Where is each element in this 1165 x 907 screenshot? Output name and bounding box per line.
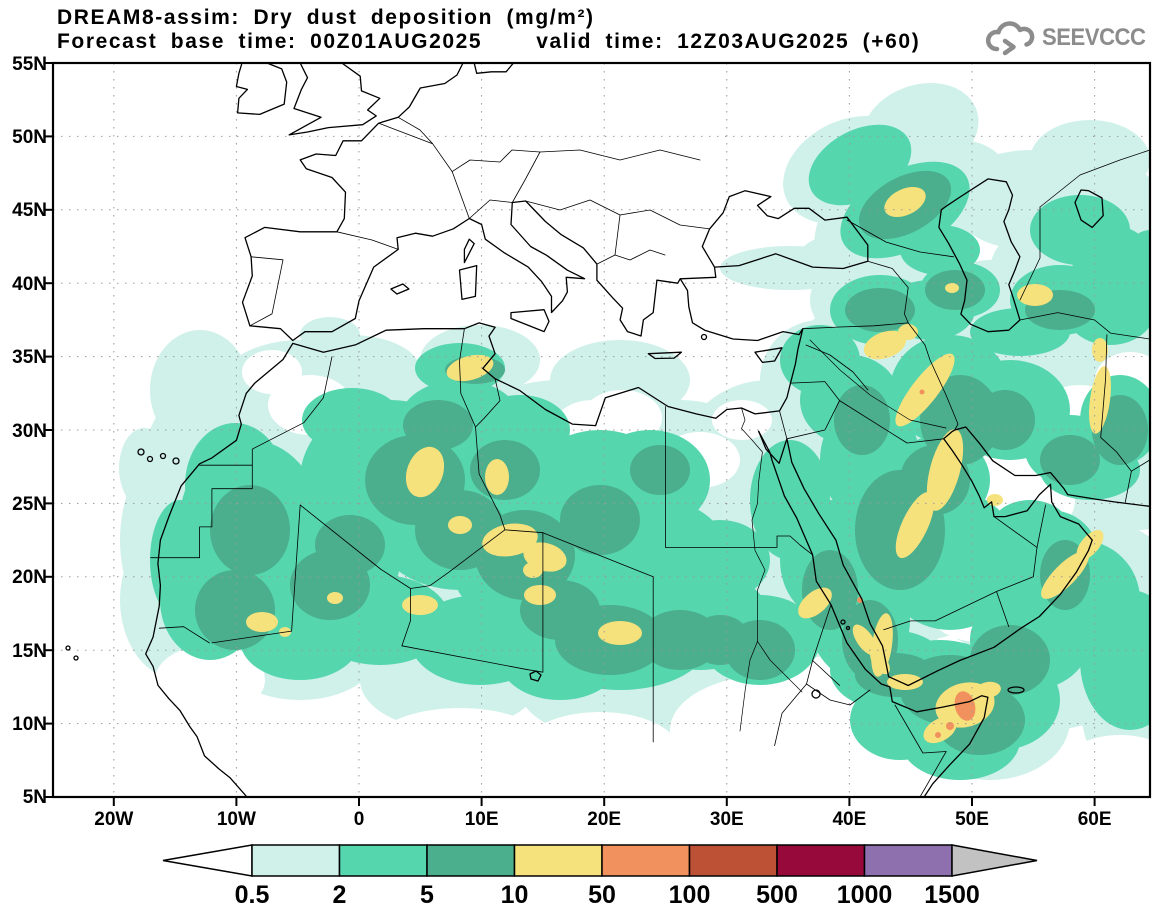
lat-tick-label: 5N [23, 787, 47, 808]
forecast-base-time: Forecast base time: 00Z01AUG2025 [57, 30, 483, 54]
legend-value: 1000 [837, 881, 893, 907]
rivers [739, 339, 947, 732]
lon-tick-label: 10E [465, 809, 499, 830]
lon-tick-label: 30E [710, 809, 744, 830]
logo-text: SEEVCCC [1042, 24, 1146, 51]
header: DREAM8-assim: Dry dust deposition (mg/m²… [57, 6, 920, 54]
lon-tick-label: 60E [1078, 809, 1112, 830]
cloud-icon [986, 21, 1035, 56]
chevron-right-icon [1003, 38, 1017, 56]
legend-above-arrow [951, 844, 1038, 877]
lat-tick-label: 35N [12, 347, 47, 368]
lat-tick-label: 10N [12, 714, 47, 735]
legend-value: 0.5 [235, 881, 270, 907]
lon-tick-label: 50E [955, 809, 989, 830]
lon-tick-label: 20W [94, 809, 133, 830]
legend-swatch [688, 844, 778, 877]
lat-tick-label: 15N [12, 641, 47, 662]
legend-value: 500 [756, 881, 798, 907]
legend-value: 50 [588, 881, 616, 907]
map-subtitle: Forecast base time: 00Z01AUG2025 valid ti… [57, 30, 920, 54]
legend-swatch [513, 844, 603, 877]
lat-tick-label: 55N [12, 54, 47, 75]
lat-tick-label: 45N [12, 200, 47, 221]
country-borders [150, 116, 1150, 797]
legend-value: 5 [420, 881, 434, 907]
legend-swatch [426, 844, 516, 877]
legend-value: 1500 [924, 881, 980, 907]
legend-swatch [863, 844, 953, 877]
legend-swatch [338, 844, 428, 877]
legend-value: 100 [669, 881, 711, 907]
map-plot-area [53, 63, 1150, 797]
legend-value: 10 [501, 881, 529, 907]
map-title: DREAM8-assim: Dry dust deposition (mg/m²… [57, 6, 595, 29]
colorbar-legend: 0.5 2 5 10 50 100 500 1000 1500 [162, 844, 1038, 907]
lat-tick-label: 20N [12, 567, 47, 588]
legend-below-arrow [162, 844, 253, 877]
lat-tick-label: 50N [12, 127, 47, 148]
lat-tick-label: 25N [12, 494, 47, 515]
lon-tick-label: 0 [354, 809, 365, 830]
lon-tick-label: 20E [587, 809, 621, 830]
axis-ticks [44, 62, 1096, 806]
dust-level-5-band [857, 389, 976, 738]
legend-swatch [776, 844, 866, 877]
dust-level-4-band [246, 186, 1111, 744]
lon-tick-label: 40E [832, 809, 866, 830]
lon-tick-label: 10W [217, 809, 256, 830]
lat-tick-label: 40N [12, 274, 47, 295]
lat-axis-labels: 55N 50N 45N 40N 35N 30N 25N 20N 15N 10N … [12, 54, 47, 808]
legend-swatch [251, 844, 341, 877]
seevccc-logo: SEEVCCC [985, 20, 1155, 56]
lat-tick-label: 30N [12, 421, 47, 442]
legend-swatch [601, 844, 691, 877]
lon-axis-labels: 20W 10W 0 10E 20E 30E 40E 50E 60E [94, 809, 1111, 830]
valid-time: valid time: 12Z03AUG2025 (+60) [536, 30, 921, 54]
legend-value: 2 [333, 881, 347, 907]
